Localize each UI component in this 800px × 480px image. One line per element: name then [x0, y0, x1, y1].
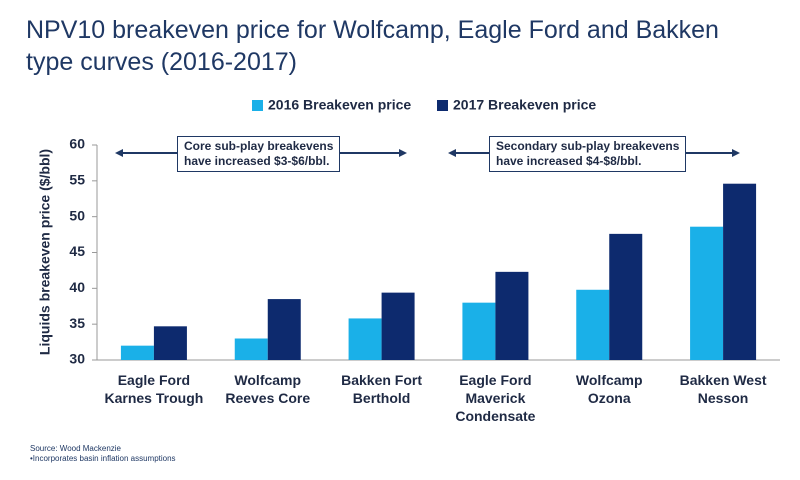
- legend-label: 2017 Breakeven price: [453, 97, 596, 113]
- x-tick-label: Bakken Fort Berthold: [341, 372, 423, 406]
- x-tick-label: Eagle Ford Karnes Trough: [104, 372, 204, 406]
- bar: [495, 271, 529, 360]
- x-tick-label: Wolfcamp Ozona: [575, 372, 643, 406]
- bar: [153, 326, 187, 360]
- bar: [120, 345, 154, 360]
- bar: [348, 318, 382, 360]
- footnote: •Incorporates basin inflation assumption…: [30, 454, 176, 463]
- bar: [267, 299, 301, 360]
- x-tick-label: Eagle Ford Maverick Condensate: [455, 372, 536, 424]
- annotation: Core sub-play breakevens have increased …: [177, 136, 341, 172]
- y-tick-label: 45: [69, 243, 85, 259]
- bar: [609, 233, 643, 360]
- x-tick-label: Wolfcamp Reeves Core: [225, 372, 311, 406]
- bar: [462, 302, 496, 360]
- annotation: Secondary sub-play breakevens have incre…: [489, 136, 687, 172]
- legend-swatch: [252, 100, 263, 111]
- footnote: Source: Wood Mackenzie: [30, 444, 122, 453]
- y-tick-label: 55: [69, 172, 85, 188]
- y-axis-label: Liquids breakeven price ($/bbl): [37, 149, 53, 355]
- bar: [690, 226, 724, 360]
- y-tick-label: 35: [69, 315, 85, 331]
- y-tick-label: 50: [69, 207, 85, 223]
- bar: [234, 338, 268, 360]
- chart-title: NPV10 breakeven price for Wolfcamp, Eagl…: [26, 16, 719, 76]
- legend-label: 2016 Breakeven price: [268, 97, 411, 113]
- y-tick-label: 60: [69, 136, 85, 152]
- bar: [381, 292, 415, 360]
- bar: [576, 289, 610, 360]
- y-tick-label: 40: [69, 279, 85, 295]
- x-tick-label: Bakken West Nesson: [679, 372, 767, 406]
- legend-swatch: [437, 100, 448, 111]
- bar: [723, 183, 757, 360]
- y-tick-label: 30: [69, 351, 85, 367]
